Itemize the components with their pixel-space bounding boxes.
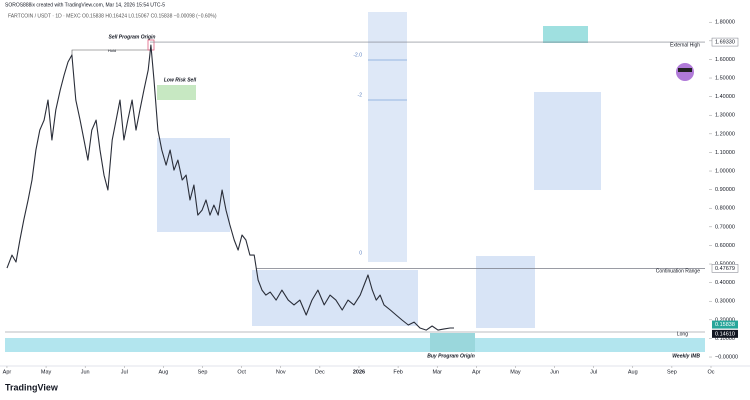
x-tick-label: Mar (432, 369, 442, 375)
y-tick-label: 1.00000 (715, 168, 735, 174)
y-tick-label: 0.40000 (715, 280, 735, 286)
annotation: Low Risk Sell (164, 77, 197, 83)
y-tick-label: 1.80000 (715, 20, 735, 26)
box (252, 270, 418, 326)
symbol-line: FARTCOIN / USDT · 1D · MEXC O0.15838 H0.… (8, 13, 217, 19)
x-tick-label: Apr (3, 369, 12, 375)
x-tick-label: Aug (628, 369, 638, 375)
fib-label: -2 (358, 92, 363, 98)
price-tag-label: 0.14610 (715, 331, 735, 337)
x-tick-label: May (41, 369, 52, 375)
x-tick-label: Aug (159, 369, 169, 375)
box (430, 333, 475, 352)
y-tick-label: 1.60000 (715, 57, 735, 63)
drawings (5, 12, 705, 352)
x-tick-label: Oct (237, 369, 246, 375)
annotation: Buy Program Origin (427, 353, 475, 359)
y-tick-label: 0.70000 (715, 224, 735, 230)
box (534, 92, 601, 190)
y-tick-label: 1.30000 (715, 113, 735, 119)
level-name: External High (670, 42, 700, 48)
annotation: Sell Program Origin (109, 34, 156, 40)
x-tick-label: Jul (590, 369, 597, 375)
x-tick-label: Dec (315, 369, 325, 375)
x-tick-label: May (510, 369, 521, 375)
x-tick-label: Jun (81, 369, 90, 375)
x-tick-label: Jul (121, 369, 128, 375)
fib-label: 0 (359, 250, 362, 256)
brand: TradingView (5, 382, 59, 392)
annotation: Long (677, 331, 688, 337)
mascot (678, 68, 692, 72)
price-tag-label: 0.15838 (715, 322, 735, 328)
price-line (6, 44, 454, 331)
y-tick-label: 1.10000 (715, 150, 735, 156)
y-tick-label: 0.20000 (715, 317, 735, 323)
annotation: Hold (108, 48, 116, 53)
x-tick-label: Nov (276, 369, 286, 375)
price-tag (711, 264, 739, 273)
x-tick-label: Sep (198, 369, 208, 375)
y-tick-label: 0.60000 (715, 243, 735, 249)
credit: SOROS888ix created with TradingView.com,… (5, 2, 165, 8)
box (476, 256, 535, 328)
y-tick-label: 0.80000 (715, 206, 735, 212)
x-tick-label: 2026 (353, 369, 365, 375)
box (368, 12, 407, 262)
price-tag (712, 329, 738, 338)
price-tag (712, 320, 738, 329)
y-tick-label: −0.00000 (715, 354, 738, 360)
level-name: Continuation Range (656, 269, 700, 275)
x-tick-label: Apr (472, 369, 481, 375)
box (157, 85, 196, 100)
y-tick-label: 1.20000 (715, 131, 735, 137)
annotation: Weekly IMB (672, 353, 700, 359)
price-tag-label: 1.69330 (715, 40, 735, 46)
box (543, 26, 588, 43)
price-tag (711, 37, 739, 47)
imb-box (5, 338, 705, 352)
fib-label: -2.0 (353, 52, 362, 58)
y-tick-label: 1.40000 (715, 94, 735, 100)
y-tick-label: 1.50000 (715, 75, 735, 81)
x-tick-label: Jun (550, 369, 559, 375)
y-tick-label: 0.30000 (715, 299, 735, 305)
y-tick-label: 0.90000 (715, 187, 735, 193)
y-tick-label: 0.10000 (715, 336, 735, 342)
hold-line (71, 49, 150, 55)
x-tick-label: Feb (393, 369, 402, 375)
annotations: Sell Program Origin Hold Low Risk Sell B… (108, 34, 700, 359)
x-tick-label: Sep (667, 369, 677, 375)
price-tag-label: 0.47679 (715, 266, 735, 272)
x-tick-label: Oc (707, 369, 714, 375)
